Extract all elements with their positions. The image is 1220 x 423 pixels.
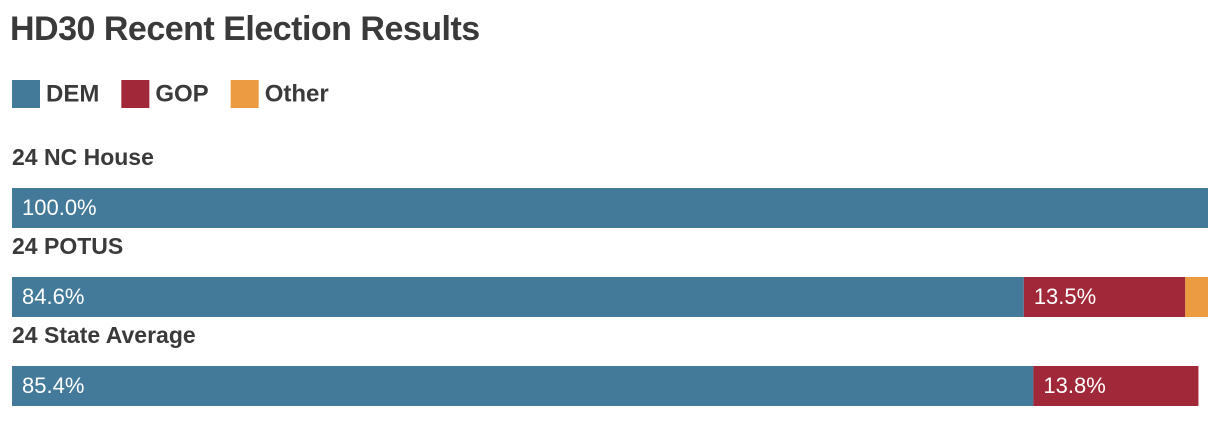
legend-swatch: [121, 80, 150, 108]
bar-segment: [1033, 366, 1199, 406]
legend-label: Other: [265, 80, 329, 107]
legend-swatch: [12, 80, 40, 108]
legend-label: GOP: [155, 80, 208, 107]
value-label: 84.6%: [22, 284, 84, 309]
bar-segment: [12, 277, 1024, 317]
bar-segment: [12, 366, 1034, 406]
value-label: 85.4%: [22, 373, 84, 398]
bar-segment: [12, 188, 1208, 228]
category-label: 24 State Average: [12, 322, 196, 348]
value-label: 100.0%: [22, 195, 97, 220]
category-label: 24 NC House: [12, 144, 154, 170]
chart-title: HD30 Recent Election Results: [10, 10, 480, 48]
bar-segment: [1185, 277, 1208, 317]
value-label: 13.5%: [1034, 284, 1096, 309]
bar-segment: [1023, 277, 1186, 317]
legend-swatch: [230, 80, 259, 108]
value-label: 13.8%: [1043, 373, 1105, 398]
category-label: 24 POTUS: [12, 233, 123, 259]
legend-label: DEM: [46, 80, 99, 107]
